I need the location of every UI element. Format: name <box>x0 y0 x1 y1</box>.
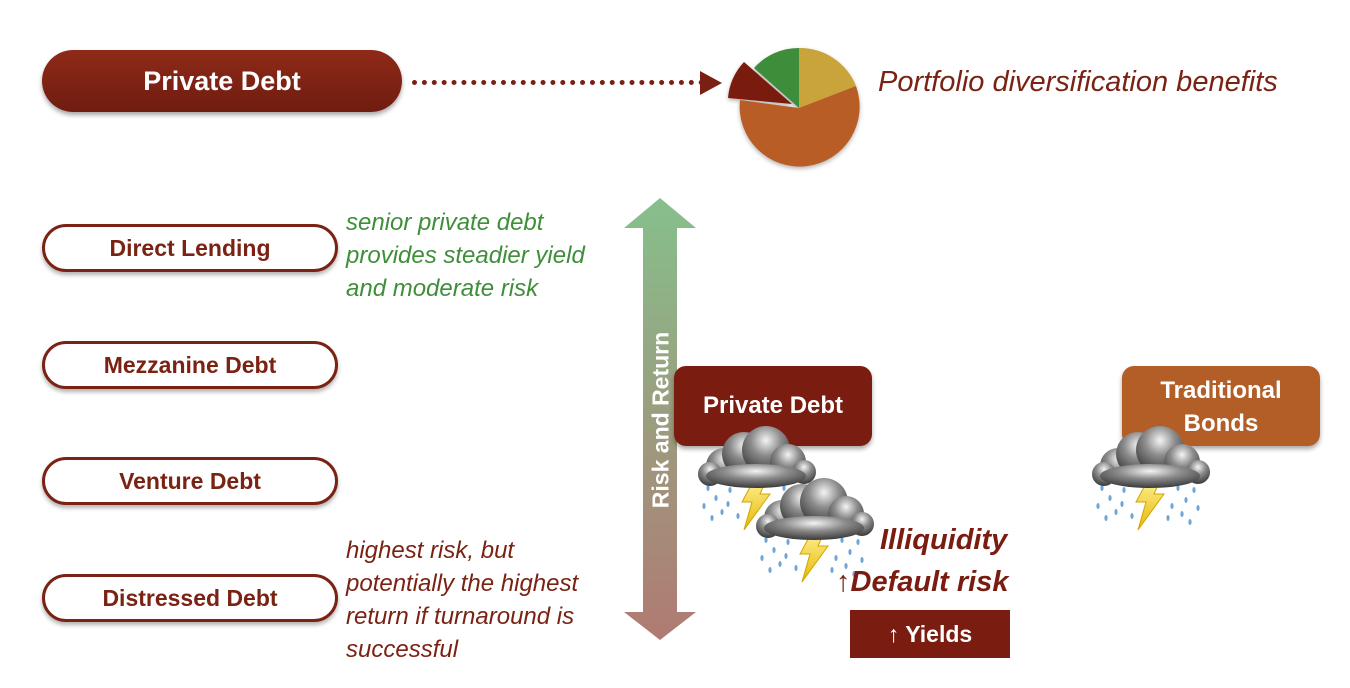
private-debt-main-label: Private Debt <box>143 65 301 96</box>
dotted-arrow-line <box>412 80 704 85</box>
category-mezzanine-debt: Mezzanine Debt <box>42 341 338 389</box>
category-direct-lending: Direct Lending <box>42 224 338 272</box>
diversification-label: Portfolio diversification benefits <box>878 66 1278 98</box>
note-line: and moderate risk <box>346 275 539 302</box>
note-line: return if turnaround is <box>346 603 575 630</box>
pie-chart-icon <box>728 47 860 167</box>
senior-debt-note: senior private debt provides steadier yi… <box>346 206 585 305</box>
pie-slice-gold <box>799 47 856 108</box>
pie-slice-green <box>754 47 799 108</box>
distressed-debt-note: highest risk, but potentially the highes… <box>346 534 578 666</box>
note-line: successful <box>346 636 459 663</box>
risk-return-arrow <box>624 198 696 640</box>
note-line: provides steadier yield <box>346 242 585 269</box>
category-venture-debt: Venture Debt <box>42 457 338 505</box>
category-label: Mezzanine Debt <box>103 351 277 378</box>
up-arrow-icon: ↑ <box>836 566 851 598</box>
default-risk-row: ↑Default risk <box>836 566 1008 599</box>
category-label: Distressed Debt <box>102 584 278 611</box>
category-label: Venture Debt <box>119 467 261 494</box>
private-debt-box: Private Debt <box>674 366 872 446</box>
yields-box: ↑ Yields <box>850 610 1010 658</box>
storm-cloud-icon <box>1091 425 1211 531</box>
private-debt-box-label: Private Debt <box>702 392 844 419</box>
default-risk-label: Default risk <box>850 566 1009 598</box>
private-debt-main-pill: Private Debt <box>42 50 402 112</box>
note-line: potentially the highest <box>346 570 579 597</box>
dotted-arrow-icon <box>700 71 722 95</box>
traditional-bonds-line: Bonds <box>1183 410 1259 437</box>
traditional-bonds-line: Traditional <box>1160 377 1282 404</box>
category-distressed-debt: Distressed Debt <box>42 574 338 622</box>
illiquidity-label: Illiquidity <box>880 524 1008 556</box>
category-label: Direct Lending <box>109 234 271 261</box>
up-arrow-icon: ↑ <box>887 620 900 647</box>
pie-slice-orange <box>739 86 860 167</box>
note-line: highest risk, but <box>346 537 515 564</box>
note-line: senior private debt <box>346 209 544 236</box>
pie-slice-highlighted <box>728 62 792 104</box>
risk-return-label: Risk and Return <box>647 331 674 509</box>
yields-label: Yields <box>905 620 973 647</box>
